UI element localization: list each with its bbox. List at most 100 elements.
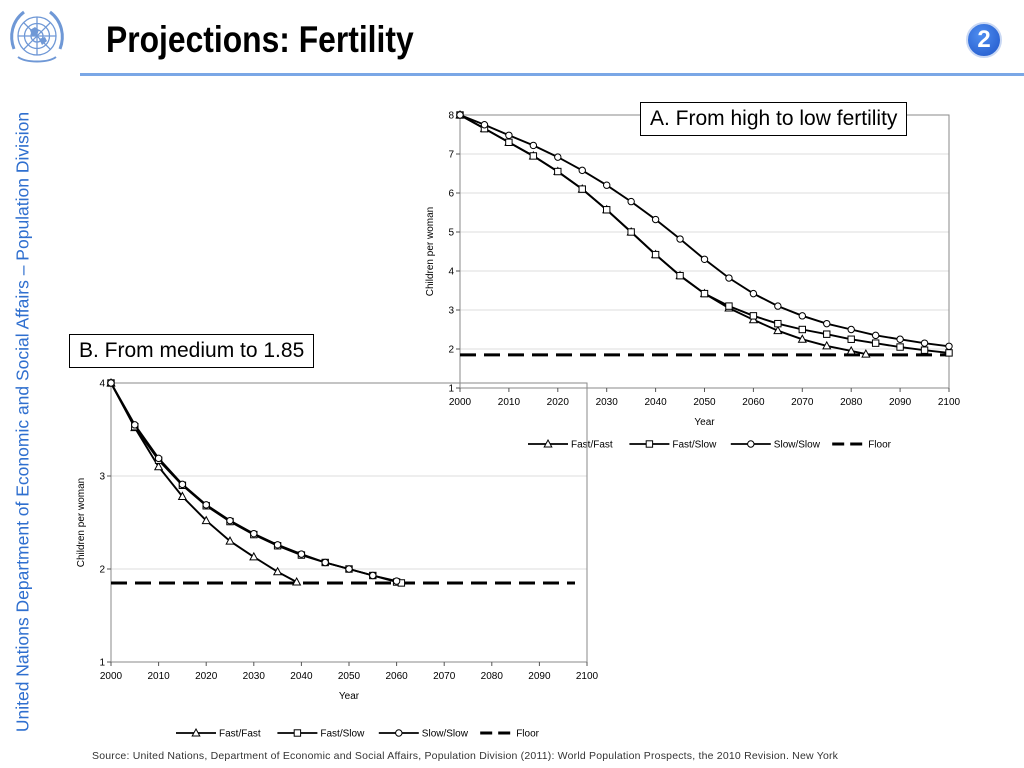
chart-a-series-1-point — [700, 289, 709, 298]
chart-a-title: A. From high to low fertility — [640, 102, 908, 136]
chart-b-series-0-point — [291, 576, 302, 586]
chart-a-y-tick-label: 4 — [448, 267, 454, 278]
chart-b-series-2-point — [154, 454, 163, 463]
chart-a-series-2-point — [529, 141, 538, 150]
chart-b-legend-1-marker — [293, 729, 302, 737]
chart-a-series-2-point — [847, 325, 855, 334]
chart-a-series-0-point — [822, 340, 832, 350]
chart-a-series-2-point — [505, 131, 513, 139]
chart-b-series-2-point — [178, 480, 187, 489]
chart-a-series-2-point — [578, 166, 586, 175]
chart-a-x-tick-label: 2090 — [889, 397, 912, 408]
chart-a-x-axis-label: Year — [694, 417, 715, 428]
chart-b-y-tick-label: 2 — [99, 565, 105, 576]
chart-a-x-tick-label: 2060 — [742, 397, 765, 408]
chart-a-y-tick-label: 6 — [448, 189, 454, 200]
chart-a-series-1-point — [896, 343, 904, 351]
chart-a-legend-1-label: Fast/Slow — [672, 440, 717, 451]
chart-a-series-1-point — [651, 250, 660, 259]
chart-b-x-tick-label: 2000 — [100, 671, 123, 682]
chart-a-series-1-point — [823, 330, 831, 338]
chart-a-x-tick-label: 2100 — [938, 397, 961, 408]
chart-a-series-1-point — [749, 312, 758, 320]
chart-a-series-2-point — [774, 302, 782, 310]
chart-b-title: B. From medium to 1.85 — [69, 334, 315, 368]
chart-a-svg: 1 2 3 4 5 6 7 8 2000 2010 2020 2030 2040 2050 2060 2070… — [425, 109, 961, 451]
chart-a-series-2-point — [651, 215, 660, 224]
chart-a-series-0-point — [797, 334, 807, 343]
chart-a-series-2-point — [871, 331, 880, 340]
chart-a-series-1-point — [529, 152, 538, 160]
chart-a-x-tick-label: 2020 — [547, 397, 570, 408]
chart-a-y-tick-label: 8 — [448, 111, 454, 122]
chart-b-y-tick-label: 4 — [99, 379, 105, 390]
chart-a-x-tick-label: 2050 — [693, 397, 716, 408]
chart-a-y-axis-label: Children per woman — [425, 207, 436, 297]
un-emblem-icon — [10, 10, 64, 63]
page-number-badge: 2 — [966, 22, 1002, 58]
chart-a-series-2-point — [456, 111, 464, 119]
source-note: Source: United Nations, Department of Ec… — [92, 750, 839, 762]
chart-b-x-axis-label: Year — [339, 691, 360, 702]
chart-a-series-1-point — [798, 325, 807, 334]
chart-a-series-1-point — [603, 206, 611, 214]
chart-a-series-2-point — [896, 335, 904, 343]
chart-a-x-tick-label: 2000 — [449, 397, 472, 408]
chart-b-x-tick-label: 2070 — [433, 671, 456, 682]
chart-b-x-tick-label: 2080 — [481, 671, 504, 682]
chart-a-x-tick-label: 2080 — [840, 397, 863, 408]
chart-a-legend-1-marker — [645, 440, 654, 448]
chart-a-legend-2-marker — [747, 440, 755, 448]
chart-b-y-tick-label: 3 — [99, 472, 105, 483]
chart-b-y-axis-label: Children per woman — [76, 478, 87, 568]
chart-a-legend-2-label: Slow/Slow — [774, 440, 821, 451]
chart-b-x-tick-label: 2100 — [576, 671, 599, 682]
chart-a-x-tick-label: 2040 — [644, 397, 667, 408]
chart-b-legend-0-marker — [191, 727, 201, 737]
sidebar: United Nations Department of Economic an… — [6, 92, 40, 752]
chart-a-legend-0-marker — [543, 438, 553, 448]
chart-a-series-2-point — [823, 319, 831, 328]
chart-b-legend-floor-label: Floor — [516, 729, 539, 740]
chart-a-series-2-point — [676, 235, 684, 243]
chart-b-series-2-point — [369, 571, 377, 580]
chart-b-series-2-point — [392, 577, 401, 585]
chart-a-series-1-point — [627, 228, 635, 236]
chart-b-series-2-point — [345, 565, 353, 573]
header-divider — [80, 73, 1024, 76]
chart-a-series-0-point — [861, 349, 871, 358]
chart-b-series-0-line — [110, 382, 298, 583]
chart-b-legend-0-label: Fast/Fast — [219, 729, 261, 740]
chart-b-series-1-line — [110, 382, 402, 584]
chart-a-series-0-point — [846, 345, 856, 355]
chart-a-x-tick-label: 2010 — [498, 397, 521, 408]
chart-b-series-2-point — [250, 529, 258, 538]
chart-a-series-2-point — [603, 181, 611, 189]
chart-b-series-0-point — [249, 551, 259, 561]
chart-b-x-tick-label: 2060 — [385, 671, 408, 682]
chart-a-legend-floor-label: Floor — [868, 440, 891, 451]
chart-a-y-tick-label: 5 — [448, 228, 454, 239]
chart-b-x-tick-label: 2050 — [338, 671, 361, 682]
chart-a-series-2-point — [554, 153, 562, 161]
chart-a-series-0-point — [773, 325, 783, 335]
chart-b-series-2-point — [321, 558, 329, 567]
chart-a-series-2-point — [480, 121, 489, 129]
chart-a-legend-0-label: Fast/Fast — [571, 440, 613, 451]
chart-b-series-0-point — [153, 461, 164, 471]
chart-b-series-0-point — [201, 515, 211, 525]
chart-b-x-tick-label: 2090 — [528, 671, 551, 682]
chart-b-legend-1-label: Fast/Slow — [320, 729, 365, 740]
chart-b-series-2-point — [202, 501, 210, 509]
chart-a-x-tick-label: 2030 — [596, 397, 619, 408]
chart-a-x-tick-label: 2070 — [791, 397, 814, 408]
chart-b-series-0-point — [177, 491, 188, 500]
chart-b-series-2-point — [297, 550, 306, 558]
chart-b-series-2-point — [107, 379, 115, 387]
chart-a-series-1-point — [725, 302, 733, 310]
chart-b-legend-2-label: Slow/Slow — [422, 729, 469, 740]
chart-b-series-2-point — [226, 516, 234, 525]
page-title: Projections: Fertility — [106, 19, 414, 60]
chart-b-x-tick-label: 2010 — [147, 671, 170, 682]
chart-a-series-1-point — [920, 346, 929, 354]
